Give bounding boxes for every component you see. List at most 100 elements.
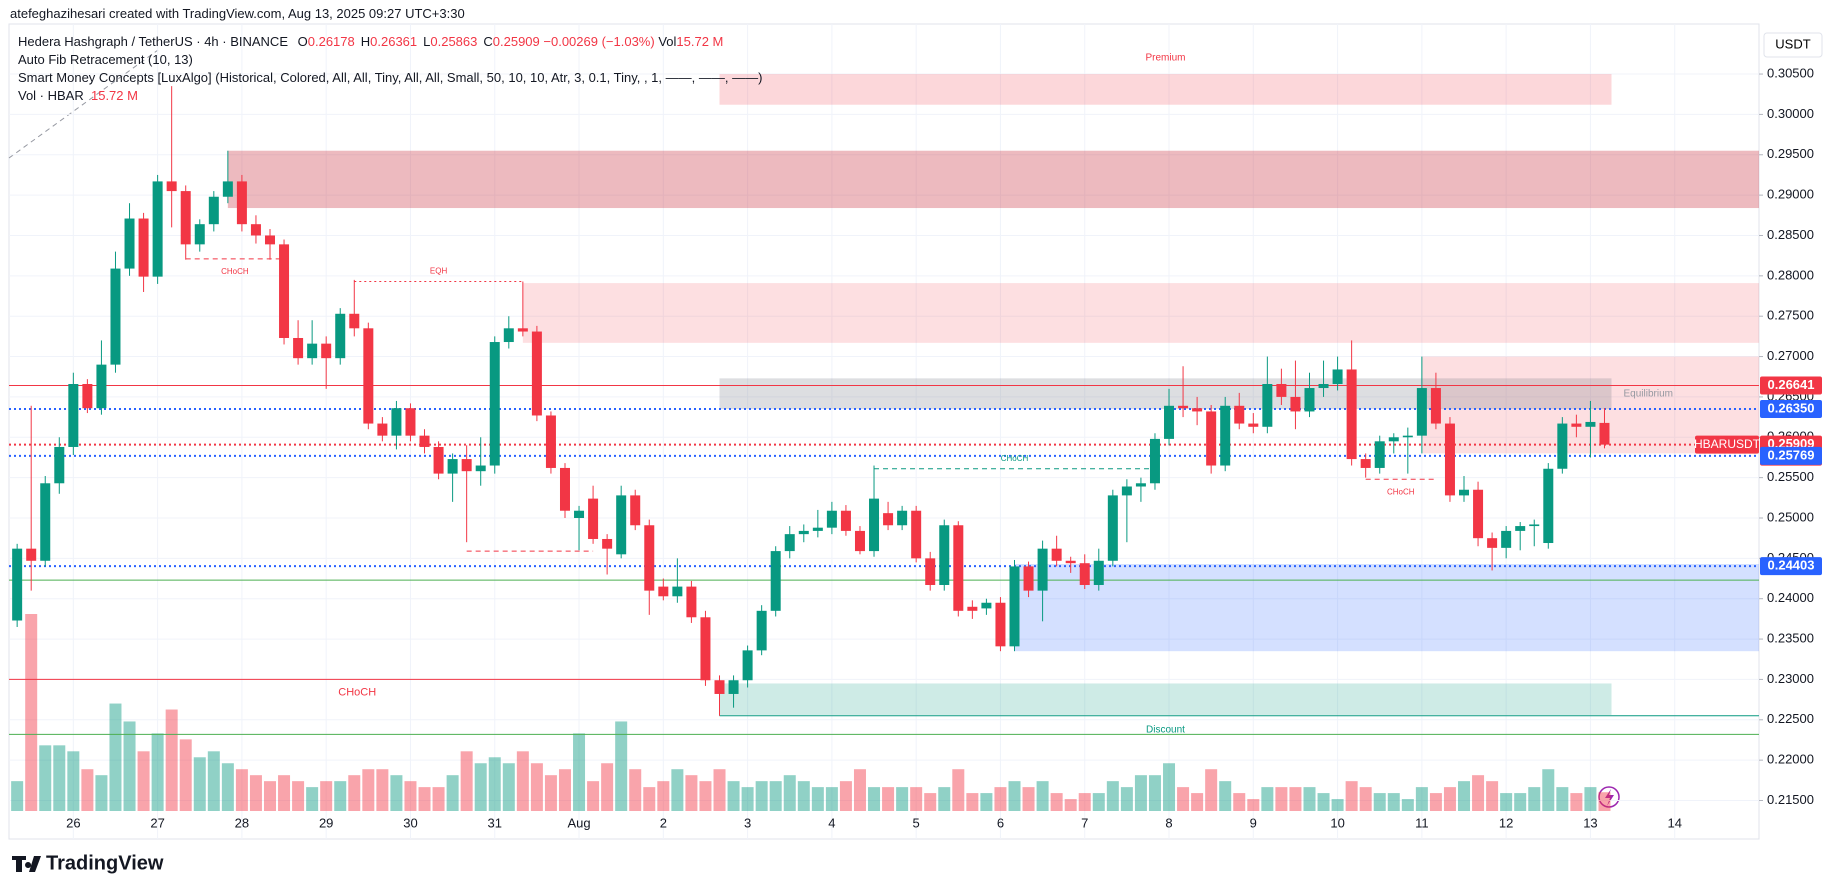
y-tick-label: 0.30000 [1767,106,1814,121]
zone [227,150,1759,209]
brand: TradingView [46,852,164,874]
volume-bar [1570,793,1583,811]
ohlc-value: 0.25863 [430,34,478,49]
x-tick-label: 14 [1667,815,1681,830]
volume-bar [320,781,333,811]
candle-body [967,606,978,611]
volume-bar [713,769,726,811]
zone [719,683,1612,715]
volume-bar [924,793,937,811]
volume-bar [418,787,431,811]
volume-bar [1443,787,1456,811]
volume-bar [1219,781,1232,811]
volume-bar [1148,775,1161,811]
candle-body [770,551,781,611]
vol-label: Vol [658,34,677,49]
volume-bar [1163,763,1176,811]
volume-bar [249,775,262,811]
volume-bar [362,769,375,811]
candle-body [531,331,542,416]
y-tick-label: 0.25000 [1767,509,1814,524]
candle-body [321,343,332,359]
volume-bar [390,775,403,811]
zone-label: Equilibrium [1624,388,1673,399]
candle-body [26,548,37,561]
candle-body [644,525,655,591]
volume-bar [1177,787,1190,811]
y-tick-label: 0.24000 [1767,590,1814,605]
candle-body [574,510,585,518]
volume-bar [1387,793,1400,811]
candle-body [784,534,795,552]
price-tag [1760,400,1822,419]
candle-body [854,530,865,552]
candle-body [1234,405,1245,424]
candle-body [1051,548,1062,561]
indicator[interactable]: Auto Fib Retracement (10, 13) [18,52,193,67]
x-tick-label: 3 [744,815,751,830]
volume-bar [558,769,571,811]
volume-bar [938,787,951,811]
zones: Premium Equilibrium Discount [227,53,1760,736]
candle-body [995,602,1006,647]
price-tag-label: 0.26350 [1768,400,1815,415]
candle-body [1557,423,1568,469]
currency[interactable]: USDT [1775,36,1810,51]
symbol-tag-label: HBARUSDT [1694,437,1761,451]
volume-bar [699,781,712,811]
candle-body [293,337,304,359]
x-tick-label: 29 [319,815,333,830]
candle-body [588,498,599,539]
candle-body [82,384,93,409]
volume [11,614,1611,811]
candle-body [1459,489,1470,496]
volume-bar [741,787,754,811]
candle-body [1065,560,1076,564]
volume-bar [334,781,347,811]
candle-body [756,610,767,651]
candle-body [447,459,458,474]
volume-bar [1233,793,1246,811]
volume-bar [306,787,319,811]
volume-bar [488,757,501,811]
y-tick-label: 0.29500 [1767,146,1814,161]
volume-bar [1120,787,1133,811]
candle-body [1276,384,1287,397]
candle-body [419,435,430,447]
level-label: CHoCH [221,267,249,276]
candle-body [180,191,191,245]
volume-value: 15.72 M [90,88,138,103]
currency-box[interactable] [1763,32,1823,58]
candle-body [1360,459,1371,468]
x-tick-label: 28 [235,815,249,830]
volume-bar [882,787,895,811]
indicator[interactable]: Smart Money Concepts [LuxAlgo] (Historic… [18,70,763,85]
candle-body [54,446,65,484]
symbol-tag [1695,435,1759,454]
candle-body [545,415,556,468]
candle-body [1262,384,1273,427]
candle-body [1430,388,1441,424]
y-tick-label: 0.22000 [1767,752,1814,767]
volume-bar [587,781,600,811]
ohlc-value: 0.26178 [307,34,355,49]
candle-body [1290,396,1301,412]
candle-body [461,459,472,472]
candle-body [1149,438,1160,484]
candle-body [1178,405,1189,409]
volume-bar [797,781,810,811]
zone-label: Premium [1145,53,1185,64]
brand-logo: TradingView [12,852,164,874]
level-label: CHoCH [1387,487,1415,496]
candle-body [1599,422,1610,445]
x-tick-label: 13 [1583,815,1597,830]
volume-bar [1106,781,1119,811]
volume-bar [432,787,445,811]
volume-bar [1317,793,1330,811]
volume-bar [769,781,782,811]
candle-body [1487,538,1498,548]
volume-bar [39,745,52,811]
volume-bar [643,787,656,811]
volume-bar [165,709,178,811]
